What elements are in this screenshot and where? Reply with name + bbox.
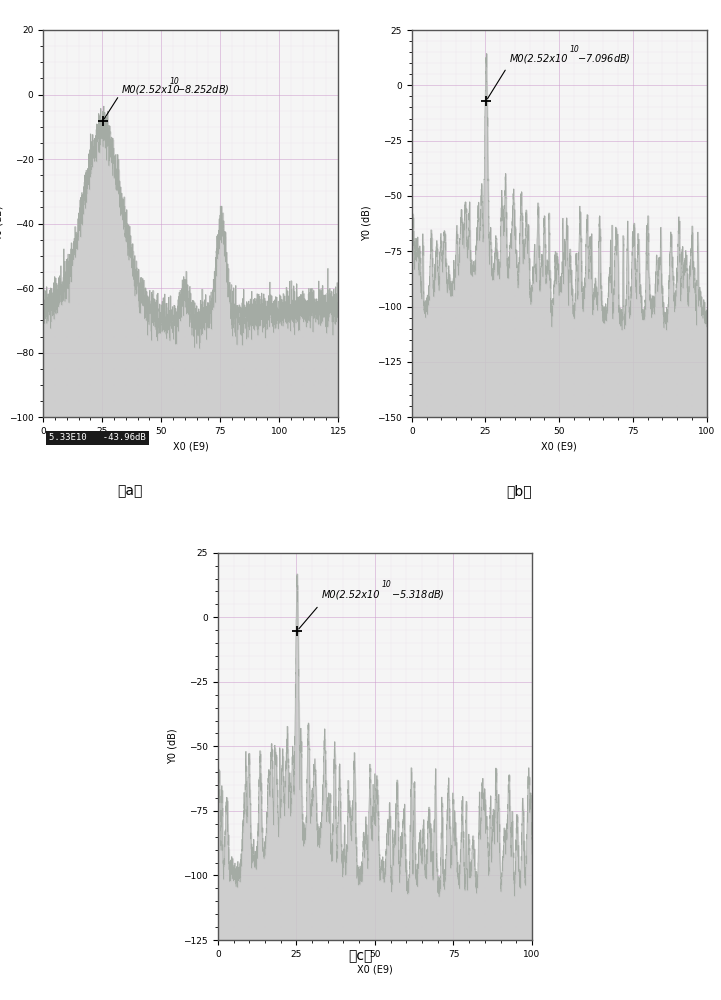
Text: M0(2.52x10: M0(2.52x10 <box>510 53 568 63</box>
Y-axis label: Y0 (dB): Y0 (dB) <box>0 206 3 241</box>
Text: 10: 10 <box>570 45 580 54</box>
Text: $-$8.252dB): $-$8.252dB) <box>176 83 229 96</box>
Text: $-$7.096dB): $-$7.096dB) <box>578 52 631 65</box>
Text: （b）: （b） <box>506 484 532 498</box>
Text: （c）: （c） <box>348 949 373 963</box>
Text: （a）: （a） <box>117 484 143 498</box>
Y-axis label: Y0 (dB): Y0 (dB) <box>168 729 178 764</box>
Text: 10: 10 <box>170 77 180 86</box>
X-axis label: X0 (E9): X0 (E9) <box>357 964 393 974</box>
Text: 5.33E10   -43.96dB: 5.33E10 -43.96dB <box>49 433 146 442</box>
Text: M0(2.52x10: M0(2.52x10 <box>122 84 180 94</box>
Text: M0(2.52x10: M0(2.52x10 <box>322 589 381 599</box>
Text: $-$5.318dB): $-$5.318dB) <box>392 588 445 601</box>
Text: 10: 10 <box>382 580 392 589</box>
X-axis label: X0 (E9): X0 (E9) <box>173 442 208 452</box>
Y-axis label: Y0 (dB): Y0 (dB) <box>362 206 372 241</box>
X-axis label: X0 (E9): X0 (E9) <box>541 442 577 452</box>
